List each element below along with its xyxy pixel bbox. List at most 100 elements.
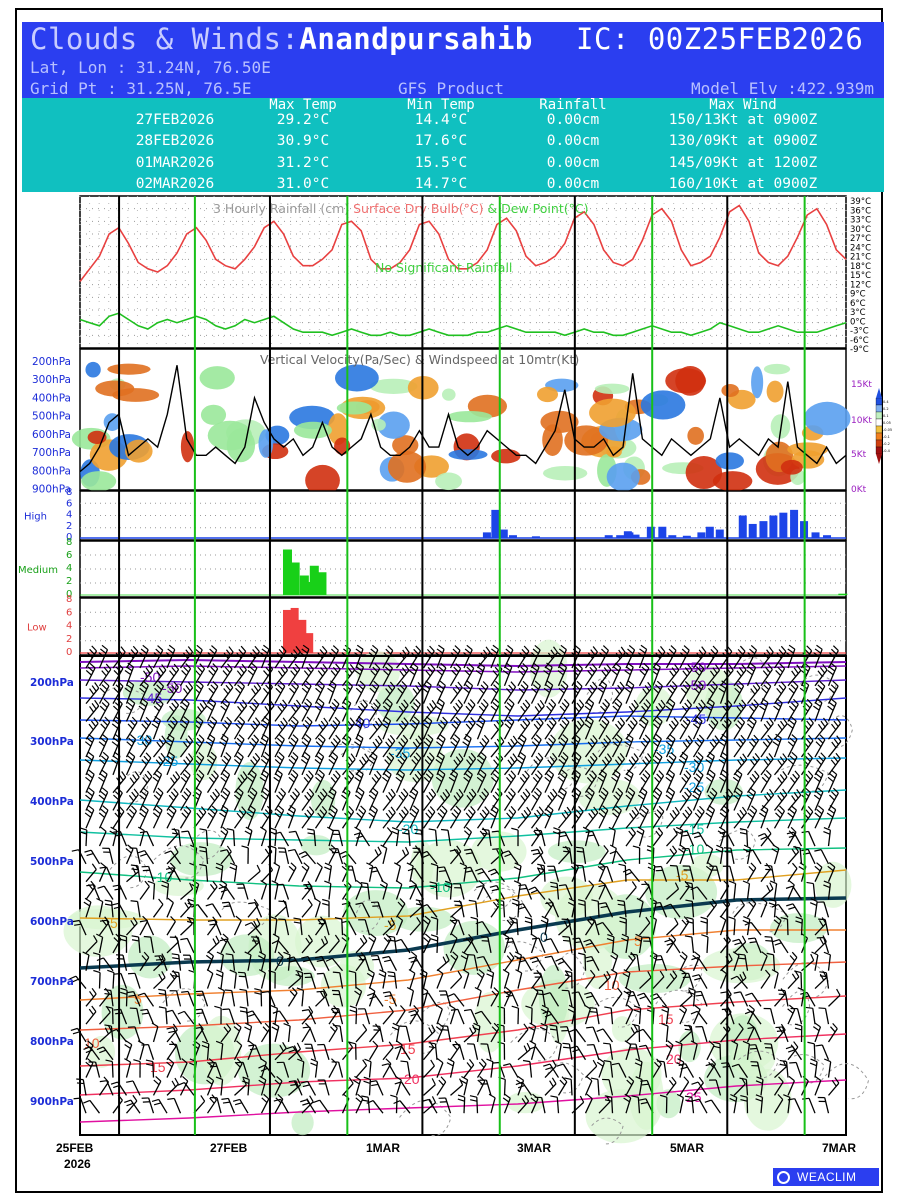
wind-barb-flag xyxy=(143,670,149,677)
wind-barb xyxy=(220,668,233,687)
cloud-bar xyxy=(491,509,500,538)
wind-barb-flag xyxy=(640,719,647,726)
wind-barb xyxy=(228,902,236,918)
wind-barb-flag xyxy=(563,716,570,723)
wind-barb-flag xyxy=(632,716,638,724)
wind-barb-flag xyxy=(549,1024,557,1027)
wind-barb-flag xyxy=(502,669,510,676)
wind-barb-flag xyxy=(681,834,689,837)
wind-barb-flag xyxy=(211,805,218,812)
wind-barb-flag xyxy=(606,970,611,978)
wind-barb xyxy=(625,1097,632,1114)
wind-barb xyxy=(787,756,798,776)
wind-barb xyxy=(179,668,192,687)
wind-barb-flag xyxy=(182,741,189,748)
wind-barb xyxy=(409,973,416,989)
wind-barb-flag xyxy=(592,735,598,742)
wind-barb-flag xyxy=(139,687,146,694)
wind-barb-flag xyxy=(589,684,596,691)
wind-barb-flag xyxy=(324,935,329,943)
wind-barb-flag xyxy=(132,774,138,781)
wind-barb-flag xyxy=(307,832,315,835)
wind-barb xyxy=(99,1030,112,1043)
wind-barb-flag xyxy=(223,769,230,776)
wind-barb xyxy=(197,904,209,918)
wind-barb xyxy=(584,1080,593,1096)
wind-barb-flag xyxy=(815,790,822,797)
wind-barb xyxy=(79,1097,87,1114)
wind-barb-flag xyxy=(560,737,567,744)
wind-barb xyxy=(665,756,677,776)
rh-contour xyxy=(778,1054,825,1085)
wind-barb-flag xyxy=(518,884,526,887)
temp-tick-label: 9°C xyxy=(850,290,866,300)
wind-barb xyxy=(625,722,638,740)
wind-barb xyxy=(409,955,418,972)
temp-tick-label: 36°C xyxy=(850,206,871,216)
wind-barb-flag xyxy=(221,901,230,904)
vv-shading xyxy=(369,378,418,394)
wind-barb-flag xyxy=(273,776,280,782)
wind-barb xyxy=(521,1081,533,1096)
wind-barb-flag xyxy=(303,684,310,690)
wind-barb-flag xyxy=(653,901,661,905)
wind-barb xyxy=(338,830,344,847)
wind-barb xyxy=(814,791,824,811)
wind-barb xyxy=(301,1061,305,1078)
wind-barb-flag xyxy=(504,666,511,672)
wind-barb-flag xyxy=(823,717,829,725)
wind-barb-flag xyxy=(126,684,133,690)
wind-barb-flag xyxy=(775,812,781,819)
wind-barb-flag xyxy=(563,920,568,928)
wind-barb-flag xyxy=(405,846,410,854)
wind-barb-flag xyxy=(823,831,831,835)
wind-barb-flag xyxy=(225,1023,232,1030)
wind-barb-flag xyxy=(674,806,680,814)
wind-barb-flag xyxy=(656,787,663,793)
wind-barb-flag xyxy=(603,716,610,723)
wind-barb-flag xyxy=(348,1041,356,1045)
wind-barb-flag xyxy=(247,1013,255,1018)
wind-barb xyxy=(823,901,830,918)
wind-barb-flag xyxy=(208,755,215,761)
wind-barb-flag xyxy=(292,666,298,673)
wind-barb-flag xyxy=(277,1093,284,1100)
wind-barb xyxy=(460,901,465,918)
wind-barb xyxy=(738,938,749,954)
wind-barb xyxy=(530,1098,539,1114)
wind-barb-flag xyxy=(684,1095,692,1098)
wind-barb xyxy=(773,901,777,918)
wind-barb xyxy=(719,722,732,740)
wind-barb xyxy=(598,773,608,793)
wind-barb xyxy=(756,1061,762,1078)
wind-barb xyxy=(544,704,557,722)
wind-barb xyxy=(745,1079,749,1096)
wind-barb xyxy=(814,977,828,990)
wind-barb-flag xyxy=(335,734,341,741)
wind-barb-flag xyxy=(771,969,779,974)
wind-barb-flag xyxy=(205,903,213,907)
wind-barb-flag xyxy=(561,812,567,820)
wind-barb xyxy=(228,1008,236,1025)
wind-barb-flag xyxy=(277,670,284,677)
wind-barb-flag xyxy=(71,849,79,852)
wind-barb-flag xyxy=(222,933,229,940)
wind-barb-flag xyxy=(536,993,544,996)
wind-barb-flag xyxy=(138,705,145,711)
wind-barb-flag xyxy=(181,701,188,708)
wind-barb-flag xyxy=(536,809,542,816)
wind-barb xyxy=(687,973,695,989)
wind-barb xyxy=(368,741,383,758)
wind-barb-flag xyxy=(237,720,243,726)
wind-barb xyxy=(814,757,827,776)
wind-barb xyxy=(760,668,773,687)
wind-barb-flag xyxy=(165,1009,173,1013)
wind-barb-flag xyxy=(782,788,788,796)
wind-barb-flag xyxy=(713,1045,721,1049)
wind-barb-flag xyxy=(739,756,745,763)
wind-barb-flag xyxy=(248,1044,256,1047)
wind-barb-flag xyxy=(388,1005,394,1013)
wind-barb-flag xyxy=(86,884,94,887)
wind-barb xyxy=(773,920,782,936)
wind-barb xyxy=(233,776,248,794)
